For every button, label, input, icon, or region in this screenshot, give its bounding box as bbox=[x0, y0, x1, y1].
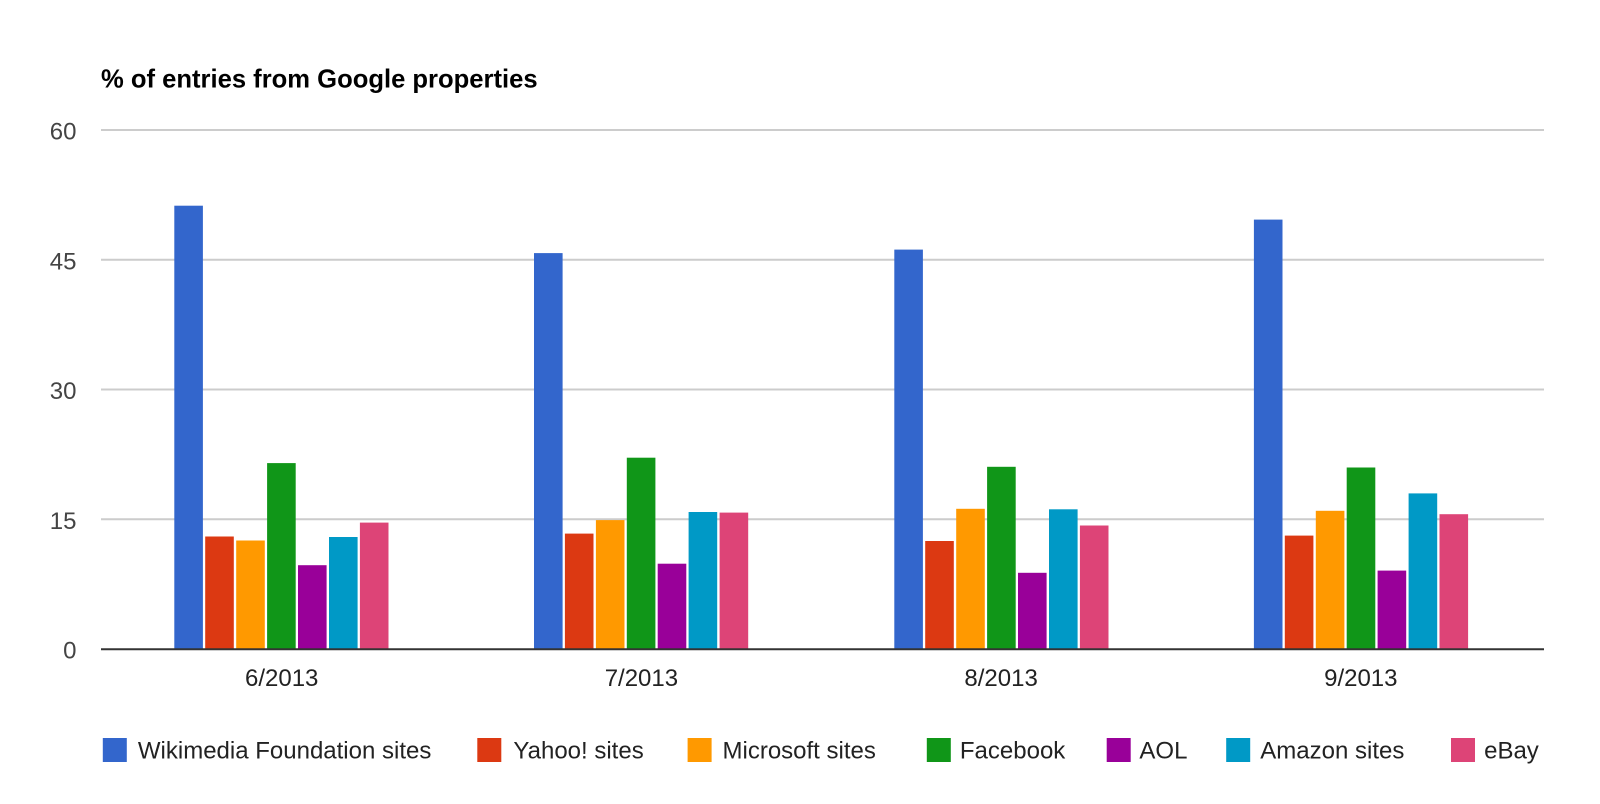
svg-text:9/2013: 9/2013 bbox=[1324, 665, 1397, 692]
svg-text:% of entries from Google prope: % of entries from Google properties bbox=[101, 66, 538, 94]
svg-text:Microsoft sites: Microsoft sites bbox=[723, 738, 876, 765]
svg-text:Yahoo! sites: Yahoo! sites bbox=[513, 738, 643, 765]
svg-text:30: 30 bbox=[50, 378, 77, 405]
svg-text:AOL: AOL bbox=[1139, 738, 1187, 765]
svg-text:Facebook: Facebook bbox=[960, 738, 1066, 765]
svg-text:60: 60 bbox=[50, 119, 77, 146]
svg-text:15: 15 bbox=[50, 508, 77, 535]
svg-text:Wikimedia Foundation sites: Wikimedia Foundation sites bbox=[138, 738, 431, 765]
svg-text:Amazon sites: Amazon sites bbox=[1260, 738, 1404, 765]
svg-text:8/2013: 8/2013 bbox=[964, 665, 1037, 692]
svg-text:0: 0 bbox=[63, 638, 76, 665]
svg-text:eBay: eBay bbox=[1484, 738, 1539, 765]
svg-text:6/2013: 6/2013 bbox=[245, 665, 318, 692]
svg-text:45: 45 bbox=[50, 248, 77, 275]
svg-text:7/2013: 7/2013 bbox=[605, 665, 678, 692]
